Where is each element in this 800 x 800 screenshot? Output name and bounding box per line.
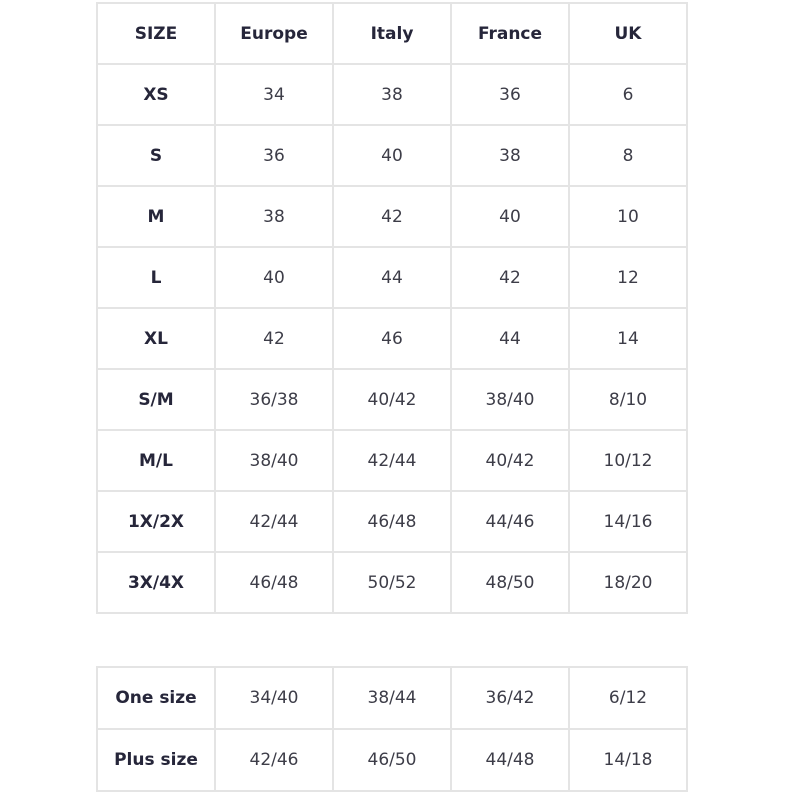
size-value-cell: 6/12 (568, 666, 688, 730)
size-label-cell: XS (96, 63, 216, 126)
size-value-cell: 40 (214, 246, 334, 309)
size-label-cell: M (96, 185, 216, 248)
size-value-cell: 36 (214, 124, 334, 187)
size-value-cell: 18/20 (568, 551, 688, 614)
table-row: XL 42 46 44 14 (96, 307, 688, 370)
size-label-cell: L (96, 246, 216, 309)
size-value-cell: 44/48 (450, 728, 570, 792)
size-value-cell: 36/38 (214, 368, 334, 431)
size-value-cell: 36/42 (450, 666, 570, 730)
size-value-cell: 44 (332, 246, 452, 309)
size-value-cell: 44/46 (450, 490, 570, 553)
size-label-cell: Plus size (96, 728, 216, 792)
size-value-cell: 40 (450, 185, 570, 248)
column-header: Italy (332, 2, 452, 65)
size-value-cell: 42 (332, 185, 452, 248)
column-header: Europe (214, 2, 334, 65)
table-row: M 38 42 40 10 (96, 185, 688, 248)
table-row: XS 34 38 36 6 (96, 63, 688, 126)
column-header: UK (568, 2, 688, 65)
size-label-cell: M/L (96, 429, 216, 492)
size-value-cell: 14 (568, 307, 688, 370)
column-header: SIZE (96, 2, 216, 65)
size-value-cell: 42 (450, 246, 570, 309)
size-label-cell: 3X/4X (96, 551, 216, 614)
size-label-cell: S/M (96, 368, 216, 431)
size-value-cell: 12 (568, 246, 688, 309)
size-value-cell: 38/44 (332, 666, 452, 730)
size-value-cell: 8 (568, 124, 688, 187)
size-value-cell: 46/50 (332, 728, 452, 792)
size-value-cell: 46 (332, 307, 452, 370)
table-row: 3X/4X 46/48 50/52 48/50 18/20 (96, 551, 688, 614)
size-conversion-table: SIZE Europe Italy France UK XS 34 38 36 6 S 36 40 38 8… (96, 2, 688, 614)
size-label-cell: XL (96, 307, 216, 370)
one-size-plus-size-table: One size 34/40 38/44 36/42 6/12 Plus size 42/4… (96, 666, 688, 792)
size-value-cell: 38/40 (214, 429, 334, 492)
size-value-cell: 46/48 (332, 490, 452, 553)
column-header: France (450, 2, 570, 65)
size-value-cell: 44 (450, 307, 570, 370)
size-label-cell: 1X/2X (96, 490, 216, 553)
size-value-cell: 48/50 (450, 551, 570, 614)
size-value-cell: 38 (332, 63, 452, 126)
size-value-cell: 36 (450, 63, 570, 126)
table-row: Plus size 42/46 46/50 44/48 14/18 (96, 728, 688, 792)
size-value-cell: 42/44 (214, 490, 334, 553)
size-value-cell: 42 (214, 307, 334, 370)
table-row: One size 34/40 38/44 36/42 6/12 (96, 666, 688, 730)
size-value-cell: 8/10 (568, 368, 688, 431)
size-value-cell: 46/48 (214, 551, 334, 614)
table-row: M/L 38/40 42/44 40/42 10/12 (96, 429, 688, 492)
size-value-cell: 40/42 (332, 368, 452, 431)
size-label-cell: S (96, 124, 216, 187)
table-row: S 36 40 38 8 (96, 124, 688, 187)
size-value-cell: 50/52 (332, 551, 452, 614)
size-value-cell: 34/40 (214, 666, 334, 730)
size-value-cell: 14/16 (568, 490, 688, 553)
size-value-cell: 40 (332, 124, 452, 187)
size-value-cell: 10/12 (568, 429, 688, 492)
size-value-cell: 38 (450, 124, 570, 187)
size-value-cell: 42/46 (214, 728, 334, 792)
size-value-cell: 38 (214, 185, 334, 248)
size-value-cell: 40/42 (450, 429, 570, 492)
size-value-cell: 6 (568, 63, 688, 126)
size-label-cell: One size (96, 666, 216, 730)
table-row: 1X/2X 42/44 46/48 44/46 14/16 (96, 490, 688, 553)
size-value-cell: 34 (214, 63, 334, 126)
size-value-cell: 10 (568, 185, 688, 248)
table-row: L 40 44 42 12 (96, 246, 688, 309)
table-row: S/M 36/38 40/42 38/40 8/10 (96, 368, 688, 431)
size-value-cell: 42/44 (332, 429, 452, 492)
size-value-cell: 38/40 (450, 368, 570, 431)
header-row: SIZE Europe Italy France UK (96, 2, 688, 65)
size-value-cell: 14/18 (568, 728, 688, 792)
